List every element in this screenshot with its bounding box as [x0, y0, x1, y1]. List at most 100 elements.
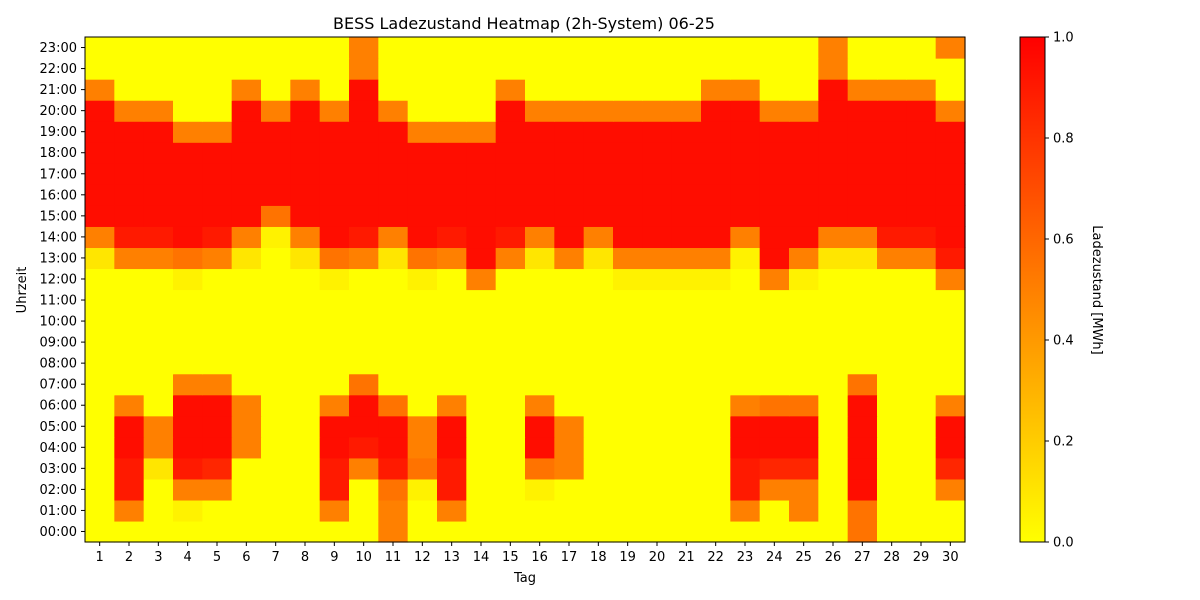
heatmap-cell — [202, 226, 233, 249]
heatmap-cell — [789, 226, 819, 249]
heatmap-cell — [290, 205, 321, 227]
heatmap-cell — [701, 415, 731, 438]
heatmap-cell — [437, 226, 467, 249]
heatmap-cell — [759, 247, 790, 270]
heatmap-cell — [173, 478, 203, 501]
heatmap-cell — [231, 457, 262, 480]
heatmap-cell — [730, 121, 761, 143]
heatmap-cell — [554, 331, 585, 354]
x-tick-label: 8 — [301, 550, 309, 565]
heatmap-cell — [202, 478, 233, 501]
heatmap-cell — [525, 163, 555, 185]
heatmap-cell — [202, 142, 233, 164]
heatmap-cell — [231, 79, 262, 101]
heatmap-cell — [906, 184, 937, 206]
heatmap-cell — [202, 394, 233, 417]
heatmap-cell — [202, 163, 233, 185]
heatmap-cell — [349, 373, 379, 396]
heatmap-cell — [202, 205, 233, 227]
heatmap-cell — [231, 310, 262, 333]
heatmap-cell — [906, 268, 937, 291]
heatmap-cell — [378, 163, 409, 185]
heatmap-cell — [437, 457, 467, 480]
heatmap-cell — [202, 373, 233, 396]
heatmap-cell — [730, 37, 761, 59]
heatmap-cell — [231, 205, 262, 227]
heatmap-cell — [818, 226, 849, 249]
heatmap-cell — [202, 499, 233, 522]
heatmap-cell — [495, 436, 526, 459]
heatmap-cell — [495, 478, 526, 501]
heatmap-cell — [261, 352, 291, 375]
heatmap-cell — [231, 121, 262, 143]
heatmap-cell — [671, 520, 702, 543]
heatmap-cell — [349, 142, 379, 164]
heatmap-cell — [173, 394, 203, 417]
heatmap-cell — [818, 100, 849, 122]
heatmap-cell — [525, 226, 555, 249]
heatmap-cell — [759, 79, 790, 101]
heatmap-cell — [789, 415, 819, 438]
heatmap-cell — [701, 142, 731, 164]
heatmap-cell — [495, 331, 526, 354]
heatmap-cell — [466, 310, 497, 333]
heatmap-cell — [407, 436, 438, 459]
heatmap-cell — [349, 499, 379, 522]
heatmap-cell — [847, 58, 878, 80]
heatmap-cell — [613, 226, 643, 249]
heatmap-cell — [642, 268, 673, 291]
heatmap-cell — [642, 205, 673, 227]
heatmap-cell — [759, 226, 790, 249]
heatmap-cell — [701, 247, 731, 270]
heatmap-cell — [378, 457, 409, 480]
heatmap-cell — [613, 163, 643, 185]
heatmap-cell — [202, 79, 233, 101]
heatmap-cell — [525, 436, 555, 459]
heatmap-cell — [378, 310, 409, 333]
heatmap-cell — [583, 415, 614, 438]
heatmap-cell — [759, 37, 790, 59]
heatmap-cell — [613, 142, 643, 164]
heatmap-cell — [789, 184, 819, 206]
heatmap-cell — [437, 37, 467, 59]
heatmap-cell — [730, 58, 761, 80]
x-tick-label: 7 — [272, 550, 280, 565]
heatmap-cell — [642, 100, 673, 122]
heatmap-cell — [407, 352, 438, 375]
heatmap-cell — [290, 499, 321, 522]
heatmap-cell — [466, 268, 497, 291]
heatmap-cell — [730, 352, 761, 375]
heatmap-cell — [407, 520, 438, 543]
heatmap-cell — [261, 415, 291, 438]
heatmap-cell — [877, 142, 907, 164]
heatmap-cell — [877, 415, 907, 438]
heatmap-cell — [554, 310, 585, 333]
heatmap-cell — [642, 142, 673, 164]
heatmap-cell — [231, 499, 262, 522]
heatmap-cell — [847, 163, 878, 185]
heatmap-cell — [671, 436, 702, 459]
heatmap-cell — [935, 289, 966, 312]
heatmap-cell — [143, 352, 174, 375]
heatmap-cell — [290, 310, 321, 333]
heatmap-cell — [261, 478, 291, 501]
heatmap-cell — [85, 520, 115, 543]
heatmap-cell — [554, 352, 585, 375]
heatmap-cell — [85, 247, 115, 270]
colorbar-label: Ladezustand [MWh] — [1089, 225, 1104, 354]
heatmap-cell — [407, 58, 438, 80]
heatmap-cell — [407, 394, 438, 417]
heatmap-cell — [789, 436, 819, 459]
heatmap-cell — [789, 163, 819, 185]
heatmap-cell — [583, 394, 614, 417]
heatmap-cell — [583, 478, 614, 501]
heatmap-cell — [818, 289, 849, 312]
heatmap-cell — [554, 100, 585, 122]
heatmap-cell — [290, 373, 321, 396]
heatmap-cell — [407, 457, 438, 480]
heatmap-cell — [378, 58, 409, 80]
heatmap-cell — [114, 205, 145, 227]
heatmap-cell — [701, 331, 731, 354]
heatmap-cell — [818, 310, 849, 333]
heatmap-cell — [701, 499, 731, 522]
